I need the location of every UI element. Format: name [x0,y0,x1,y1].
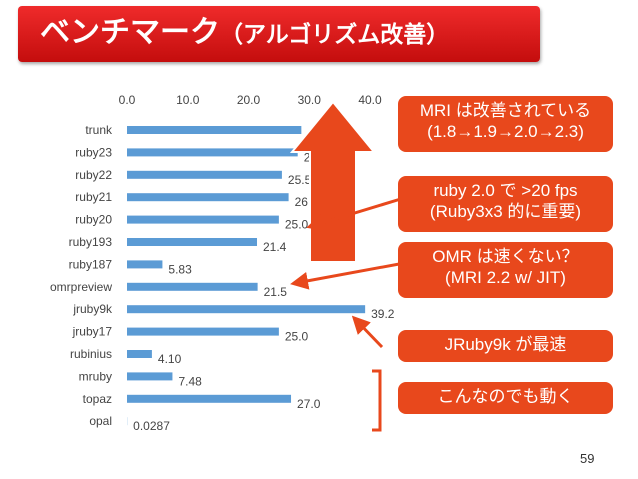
arrow-to-ruby20 [306,196,405,232]
data-label: 21.5 [264,285,288,299]
note-mri-line2: (1.8→1.9→2.0→2.3) [427,122,584,141]
data-label: 25.5 [288,173,312,187]
bar [127,238,258,246]
data-label: 7.48 [178,374,202,388]
note-jruby9k-fastest: JRuby9k が最速 [398,330,613,362]
title-paren: （アルゴリズム改善） [220,22,450,48]
note-mri-improved: MRI は改善されている (1.8→1.9→2.0→2.3) [398,96,613,152]
bar [127,170,282,179]
data-label: 5.83 [168,262,192,276]
note-ruby20-line1: ruby 2.0 で >20 fps [433,181,578,200]
title-bar [18,6,540,62]
bar [127,394,292,403]
note-jruby-line1: JRuby9k が最速 [444,335,567,354]
bar [127,350,152,358]
data-label: 27.0 [297,397,321,411]
note-even-line1: こんなのでも動く [437,387,574,406]
note-even-these-run: こんなのでも動く [398,382,613,414]
data-label: 39.2 [371,307,395,321]
category-label: mruby [79,369,112,383]
note-omr-not-fast: OMR は速くない？ (MRI 2.2 w/ JIT) [398,242,613,298]
category-label: jruby17 [72,325,113,339]
title-main: ベンチマーク [40,15,220,50]
page-number: 59 [580,451,595,466]
category-label: ruby23 [75,145,112,159]
data-label: 4.10 [158,352,182,366]
category-label: ruby21 [75,190,112,204]
x-tick-label: 10.0 [176,93,200,107]
category-label: ruby187 [69,257,113,271]
data-label: 21.4 [263,240,287,254]
bar [127,193,289,202]
category-label: opal [89,414,112,428]
note-ruby20-line2: (Ruby3x3 的に重要) [429,202,582,221]
arrow-to-omrpreview [290,260,411,290]
arrow-to-jruby9k [351,315,384,349]
category-label: omrpreview [50,280,112,294]
data-label: 25.0 [285,218,309,232]
category-label: jruby9k [72,302,113,316]
category-label: rubinius [70,347,112,361]
bar [127,215,279,224]
bar [127,282,258,291]
note-omr-line1: OMR は速くない？ [432,247,579,266]
bar [127,126,302,134]
bar [127,148,298,157]
note-omr-line2: (MRI 2.2 w/ JIT) [445,268,566,287]
bracket-others [372,369,382,432]
x-tick-label: 40.0 [358,93,382,107]
category-label: ruby20 [75,213,112,227]
x-tick-label: 0.0 [119,93,136,107]
bar [127,305,366,314]
category-label: topaz [83,392,112,406]
x-tick-label: 30.0 [298,93,322,107]
bar [127,327,279,336]
note-ruby20-fps: ruby 2.0 で >20 fps (Ruby3x3 的に重要) [398,176,613,232]
note-mri-line1: MRI は改善されている [419,101,592,120]
x-tick-label: 20.0 [237,93,261,107]
slide-title: ベンチマーク（アルゴリズム改善） [40,8,449,58]
bar [127,260,163,269]
data-label: 0.0287 [133,419,170,433]
category-label: trunk [85,123,113,137]
category-label: ruby193 [69,235,113,249]
category-label: ruby22 [75,168,112,182]
data-label: 25.0 [285,330,309,344]
bar [127,372,173,381]
